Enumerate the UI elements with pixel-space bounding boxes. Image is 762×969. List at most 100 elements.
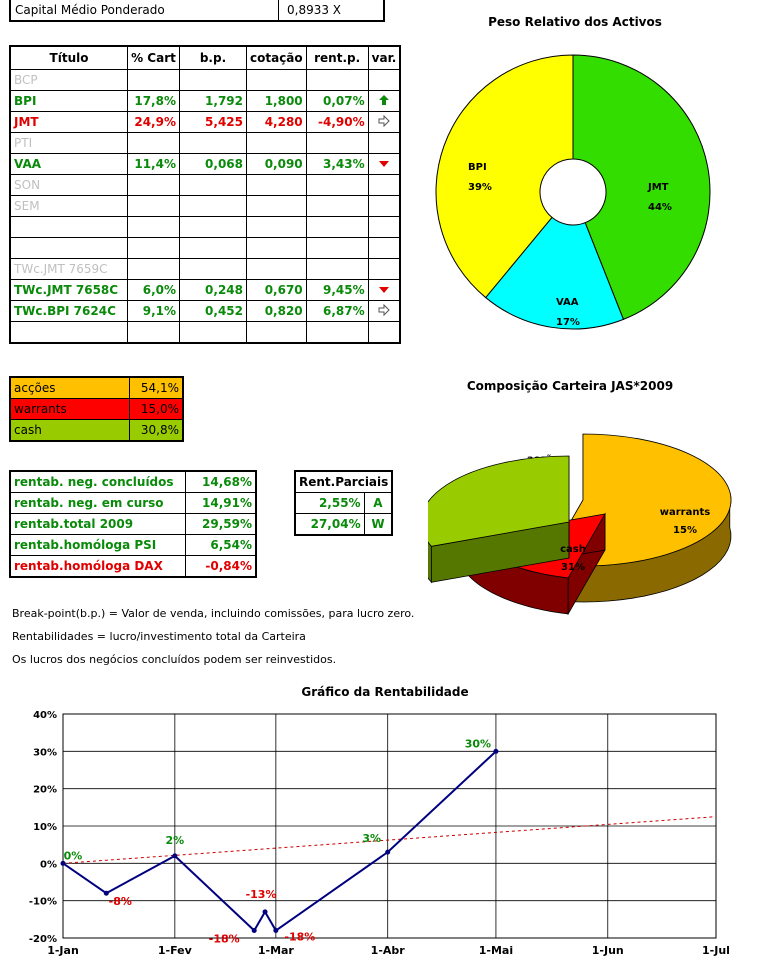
position-name	[9, 237, 128, 259]
position-rent	[305, 174, 369, 196]
partials-value: 27,04%	[294, 513, 365, 536]
capital-label: Capital Médio Ponderado	[15, 3, 165, 17]
x-tick-label: 1-Mai	[479, 944, 513, 957]
allocation-name: acções	[9, 376, 130, 399]
table-row	[9, 237, 401, 259]
position-name: JMT	[9, 111, 128, 133]
returns-value: 14,91%	[185, 492, 257, 514]
data-label: -18%	[209, 933, 240, 946]
data-point	[262, 909, 268, 915]
x-tick-label: 1-Jun	[592, 944, 624, 957]
header-cotacao: cotação	[246, 45, 307, 70]
donut-slice-jmt	[572, 54, 711, 321]
arrow-down-icon	[379, 160, 389, 167]
data-point	[172, 853, 178, 859]
position-rent	[305, 216, 369, 238]
position-rent: 6,87%	[305, 300, 369, 322]
x-tick-label: 1-Jul	[702, 944, 730, 957]
pie3d-label-name: cash	[560, 544, 586, 555]
position-var	[367, 195, 401, 217]
position-name	[9, 321, 128, 344]
x-tick-label: 1-Fev	[158, 944, 193, 957]
position-var	[367, 174, 401, 196]
position-name: TWc.BPI 7624C	[9, 300, 128, 322]
y-tick-label: 40%	[33, 710, 57, 721]
position-bp: 0,452	[179, 300, 247, 322]
position-bp	[179, 132, 247, 154]
header-rent: rent.p.	[305, 45, 369, 70]
position-cart	[127, 132, 180, 154]
returns-row: rentab. neg. concluídos 14,68%	[9, 470, 257, 493]
arrow-right-icon	[378, 303, 390, 316]
position-cotacao: 0,820	[246, 300, 307, 322]
position-bp: 0,068	[179, 153, 247, 175]
table-row: BPI 17,8% 1,792 1,800 0,07%	[9, 90, 401, 112]
position-cart	[127, 174, 180, 196]
pie3d-label-value: 31%	[561, 562, 585, 573]
returns-value: 6,54%	[185, 534, 257, 556]
data-label: -8%	[109, 895, 132, 908]
allocation-name: cash	[9, 419, 130, 442]
position-rent: 0,07%	[305, 90, 369, 112]
data-point	[493, 748, 499, 754]
position-var	[367, 153, 401, 175]
arrow-right-icon	[378, 114, 390, 127]
partials-table: Rent.Parciais 2,55% A 27,04% W	[294, 470, 394, 536]
pie3d-slice-2	[428, 455, 570, 584]
position-rent: -4,90%	[305, 111, 369, 133]
position-name	[9, 216, 128, 238]
donut-slice-vaa	[484, 216, 625, 330]
table-row: SEM	[9, 195, 401, 217]
position-bp	[179, 321, 247, 344]
position-rent: 3,43%	[305, 153, 369, 175]
y-tick-label: -10%	[29, 897, 57, 908]
donut-label-value: 17%	[556, 317, 580, 328]
returns-name: rentab. neg. em curso	[9, 492, 186, 514]
position-bp	[179, 216, 247, 238]
allocation-row: cash 30,8%	[9, 419, 184, 442]
data-point	[385, 849, 391, 855]
table-row: VAA 11,4% 0,068 0,090 3,43%	[9, 153, 401, 175]
position-var	[367, 216, 401, 238]
position-name: BCP	[9, 69, 128, 91]
position-name: SON	[9, 174, 128, 196]
data-label: 0%	[64, 849, 83, 862]
position-bp: 1,792	[179, 90, 247, 112]
table-row: TWc.BPI 7624C 9,1% 0,452 0,820 6,87%	[9, 300, 401, 322]
position-name: PTI	[9, 132, 128, 154]
series-line	[62, 750, 497, 933]
data-point	[60, 860, 66, 866]
position-cotacao: 0,670	[246, 279, 307, 301]
data-point	[251, 928, 257, 934]
position-cart: 6,0%	[127, 279, 180, 301]
position-bp	[179, 258, 247, 280]
position-bp: 5,425	[179, 111, 247, 133]
table-row: SON	[9, 174, 401, 196]
position-var	[367, 321, 401, 344]
donut-label-name: JMT	[647, 182, 669, 193]
returns-name: rentab.total 2009	[9, 513, 186, 535]
x-tick-label: 1-Jan	[47, 944, 79, 957]
capital-box: Capital Médio Ponderado 0,8933 X	[9, 0, 385, 22]
position-cart	[127, 195, 180, 217]
position-cart	[127, 237, 180, 259]
table-row: TWc.JMT 7659C	[9, 258, 401, 280]
arrow-up-icon	[379, 94, 389, 105]
data-point	[273, 928, 279, 934]
position-rent	[305, 258, 369, 280]
note-breakpoint: Break-point(b.p.) = Valor de venda, incl…	[12, 607, 415, 620]
position-cotacao: 1,800	[246, 90, 307, 112]
position-bp	[179, 195, 247, 217]
data-label: -13%	[246, 888, 277, 901]
position-bp	[179, 174, 247, 196]
position-name: VAA	[9, 153, 128, 175]
donut-label-value: 39%	[468, 182, 492, 193]
data-label: 2%	[165, 834, 184, 847]
returns-name: rentab.homóloga PSI	[9, 534, 186, 556]
note-lucros: Os lucros dos negócios concluídos podem …	[12, 653, 337, 666]
y-tick-label: -20%	[29, 934, 57, 945]
returns-name: rentab. neg. concluídos	[9, 470, 186, 493]
position-cart	[127, 258, 180, 280]
returns-row: rentab.homóloga DAX -0,84%	[9, 555, 257, 578]
